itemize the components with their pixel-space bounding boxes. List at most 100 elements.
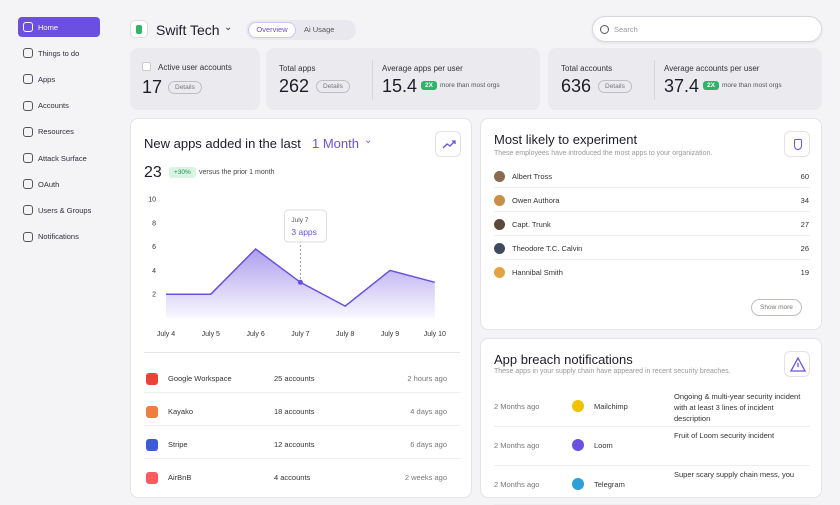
stat-label: Average apps per user	[382, 64, 463, 73]
stat-card: Active user accounts 17 Details	[130, 48, 260, 110]
show-more-button[interactable]: Show more	[751, 299, 802, 316]
flask-button[interactable]	[784, 131, 810, 157]
divider	[494, 235, 810, 236]
person-name: Owen Authora	[512, 196, 560, 205]
person-name: Capt. Trunk	[512, 220, 551, 229]
y-tick-label: 4	[152, 268, 156, 275]
card-title: App breach notifications	[494, 352, 633, 367]
divider	[494, 259, 810, 260]
tab[interactable]: Ai Usage	[304, 25, 335, 34]
badge: 2X	[703, 81, 719, 90]
nav-item[interactable]: Notifications	[18, 227, 100, 247]
alert-button[interactable]	[784, 351, 810, 377]
chevron[interactable]: ⌄	[364, 135, 373, 146]
stat-card: Total accounts 636 Details Average accou…	[548, 48, 822, 110]
nav-item[interactable]: Things to do	[18, 43, 100, 63]
search-box[interactable]: Search	[592, 16, 822, 42]
x-tick-label: July 7	[291, 331, 309, 338]
details-button[interactable]: Details	[316, 80, 350, 93]
nav-icon	[23, 22, 33, 32]
y-tick-label: 2	[152, 292, 156, 299]
card-subtitle: These employees have introduced the most…	[494, 150, 713, 157]
nav-item[interactable]: Users & Groups	[18, 200, 100, 220]
card-title: Most likely to experiment	[494, 132, 638, 147]
nav-label: Attack Surface	[38, 153, 87, 163]
tab[interactable]: Overview	[248, 22, 296, 38]
divider	[494, 187, 810, 188]
badge: 2X	[421, 81, 437, 90]
stat-label: Total apps	[279, 64, 316, 73]
comparison-text: versus the prior 1 month	[199, 169, 275, 176]
app-time: 4 days ago	[410, 407, 447, 416]
stat-value: 17	[142, 77, 163, 97]
divider	[654, 60, 655, 100]
divider	[144, 392, 460, 393]
total-value: 23	[144, 164, 162, 181]
person-name: Hannibal Smith	[512, 268, 563, 277]
breach-time: 2 Months ago	[494, 480, 540, 489]
flask-icon	[794, 139, 802, 150]
logo-mark	[136, 25, 142, 34]
divider	[144, 458, 460, 459]
app-name: AirBnB	[168, 473, 192, 482]
app-accounts: 4 accounts	[274, 473, 311, 482]
stat-value: 37.4	[664, 76, 700, 96]
app-icon	[146, 406, 158, 418]
trend-icon	[442, 140, 456, 149]
nav-item[interactable]: OAuth	[18, 174, 100, 194]
app-accounts: 18 accounts	[274, 407, 315, 416]
nav-label: Resources	[38, 127, 74, 137]
nav-item[interactable]: Accounts	[18, 96, 100, 116]
breach-description: Ongoing & multi-year security incident w…	[674, 392, 801, 423]
person-name: Theodore T.C. Calvin	[512, 244, 583, 253]
page: {"sidebar":{"items":["Home","Things to d…	[18, 16, 822, 498]
breach-icon	[572, 439, 584, 451]
nav-label: Users & Groups	[38, 205, 92, 215]
google-icon	[142, 62, 151, 71]
nav-label: Accounts	[38, 101, 69, 111]
nav-label: Apps	[38, 74, 56, 84]
person-count: 26	[800, 244, 809, 253]
nav-item[interactable]: Apps	[18, 69, 100, 89]
nav-label: Things to do	[38, 48, 80, 58]
nav-label: OAuth	[38, 179, 60, 189]
period-selector[interactable]: 1 Month	[312, 136, 359, 151]
divider	[372, 60, 373, 100]
nav-label: Home	[38, 22, 59, 32]
details-button[interactable]: Details	[598, 80, 632, 93]
search-icon	[600, 25, 609, 34]
nav-icon	[23, 153, 33, 163]
trend-button[interactable]	[435, 131, 461, 157]
y-tick-label: 10	[148, 197, 156, 204]
company-name[interactable]: Swift Tech	[156, 22, 220, 38]
nav-item[interactable]: Attack Surface	[18, 148, 100, 168]
breach-time: 2 Months ago	[494, 441, 540, 450]
nav-item[interactable]: Home	[18, 17, 100, 37]
stat-label: Active user accounts	[158, 63, 232, 72]
tabs: Overview Ai Usage	[246, 20, 356, 40]
person-count: 19	[800, 268, 809, 277]
breach-time: 2 Months ago	[494, 402, 540, 411]
app-name: Kayako	[168, 407, 194, 416]
badge-note: more than most orgs	[722, 82, 782, 89]
nav-label: Notifications	[38, 232, 79, 242]
nav-icon	[23, 205, 33, 216]
avatar	[494, 195, 505, 206]
app-icon	[146, 439, 158, 451]
x-tick-label: July 6	[246, 331, 264, 338]
app-accounts: 25 accounts	[274, 374, 315, 383]
divider	[144, 425, 460, 426]
area-chart: 2 4 6 8 10 July 4 July 5 July 6 July 7 July 8 July…	[148, 197, 446, 339]
breach-description: Super scary supply chain mess, you	[674, 470, 795, 479]
details-button[interactable]: Details	[168, 81, 202, 94]
change-badge: +30%	[169, 167, 196, 178]
divider	[144, 352, 460, 353]
divider	[494, 211, 810, 212]
nav-icon	[23, 179, 33, 190]
search-placeholder: Search	[614, 25, 638, 34]
chevron[interactable]: ⌄	[224, 22, 233, 33]
stat-value: 262	[279, 76, 310, 96]
nav-item[interactable]: Resources	[18, 122, 100, 142]
stat-card: Total apps 262 Details Average apps per …	[266, 48, 540, 110]
app-icon	[146, 373, 158, 385]
